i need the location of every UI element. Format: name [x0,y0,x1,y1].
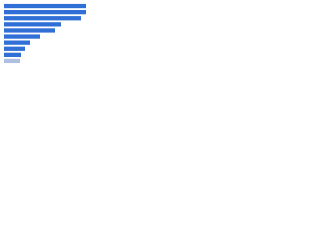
bar [4,40,30,45]
bar [4,52,21,57]
bar [4,3,86,9]
chart [4,3,86,64]
bar [4,28,55,33]
bar [4,34,40,39]
bar [4,46,25,51]
bar [4,10,86,15]
bar [4,22,61,27]
bar [4,58,20,64]
bar [4,16,81,21]
